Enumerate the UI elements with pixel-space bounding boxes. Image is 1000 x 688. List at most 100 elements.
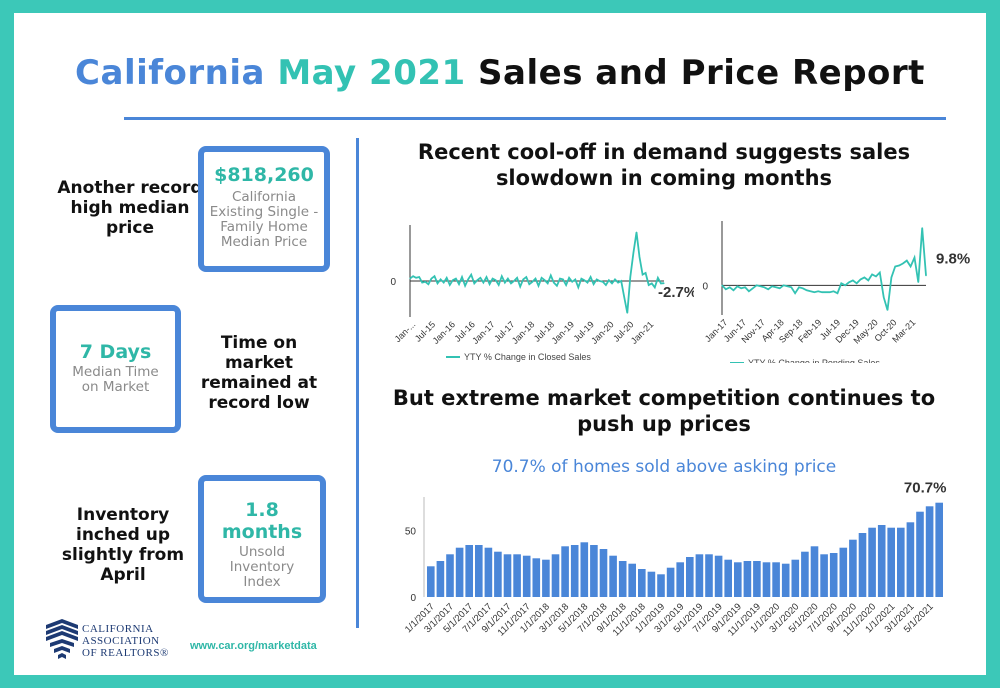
bar	[618, 561, 627, 597]
bar	[638, 569, 646, 597]
bar	[849, 539, 857, 597]
bar	[513, 554, 521, 597]
data-point	[829, 291, 831, 293]
data-point	[910, 265, 912, 268]
data-point	[559, 278, 561, 280]
data-point	[744, 286, 746, 288]
data-point	[629, 276, 631, 278]
data-point	[485, 276, 488, 278]
data-point	[860, 278, 862, 280]
data-point	[556, 285, 558, 287]
demand-heading: Recent cool-off in demand suggests sales…	[417, 140, 911, 190]
bar	[551, 554, 560, 597]
bar	[532, 558, 541, 597]
data-point	[433, 275, 436, 277]
data-point	[608, 279, 610, 281]
x-tick-label: Jan-...	[393, 319, 418, 344]
data-point	[813, 291, 815, 293]
data-point	[871, 273, 873, 275]
data-point	[470, 274, 472, 276]
data-point	[756, 284, 758, 286]
bar	[705, 554, 713, 597]
bar	[446, 554, 454, 597]
data-point	[790, 286, 792, 288]
data-point	[424, 281, 426, 283]
bar	[570, 545, 579, 597]
data-point	[522, 278, 524, 280]
data-point	[443, 282, 445, 284]
data-point	[605, 284, 607, 286]
data-point	[492, 278, 494, 280]
x-tick-label: Jan-21	[629, 319, 656, 346]
above-asking-subtitle: 70.7% of homes sold above asking price	[491, 457, 837, 477]
data-point	[513, 280, 515, 282]
bar	[858, 533, 867, 597]
report-card: California May 2021 Sales and Price Repo…	[14, 13, 986, 675]
bar	[465, 545, 473, 597]
bar	[897, 527, 905, 597]
closed-sales-chart: 0-2.7%Jan-...Jul-15Jan-16Jul-16Jan-17Jul…	[390, 225, 694, 362]
inventory-caption: Inventory inched up slightly from April	[61, 505, 185, 585]
data-point	[844, 284, 846, 286]
data-point	[806, 289, 808, 291]
data-point	[890, 276, 892, 278]
data-point	[836, 292, 839, 294]
bar	[676, 562, 684, 597]
data-point	[446, 277, 448, 279]
y-tick-label: 0	[390, 277, 396, 288]
data-point	[921, 227, 923, 229]
data-point	[763, 286, 765, 288]
bar	[494, 551, 502, 597]
bar	[810, 546, 819, 597]
x-tick-label: Jan-16	[431, 319, 458, 346]
data-point	[645, 272, 647, 274]
pending-sales-chart: 09.8%Jan-17Jun-17Nov-17Apr-18Sep-18Feb-1…	[702, 221, 970, 363]
bar	[801, 551, 809, 597]
data-point	[458, 283, 460, 285]
data-point	[802, 287, 804, 289]
median-price-value: $818,260	[214, 164, 314, 186]
bar	[657, 574, 665, 597]
data-point	[786, 285, 788, 287]
data-point	[525, 276, 527, 278]
data-point	[794, 292, 796, 294]
data-point	[599, 280, 601, 282]
data-point	[562, 278, 564, 280]
series-line	[409, 232, 665, 314]
bar	[839, 547, 848, 597]
car-logo-text: CALIFORNIA ASSOCIATION OF REALTORS®	[82, 623, 169, 659]
data-point	[452, 279, 454, 281]
bar	[628, 563, 636, 597]
footer-url-link[interactable]: www.car.org/marketdata	[190, 640, 317, 652]
median-time-value: 7 Days	[79, 341, 152, 363]
data-point	[427, 283, 429, 285]
data-point	[614, 278, 616, 280]
bar	[686, 557, 694, 597]
bar	[590, 545, 598, 597]
data-point	[654, 286, 656, 288]
data-point	[544, 279, 546, 281]
data-point	[510, 282, 512, 284]
y-tick-label: 0	[410, 593, 416, 604]
data-point	[476, 279, 478, 281]
data-point	[537, 285, 540, 287]
data-point	[925, 275, 927, 277]
data-point	[642, 274, 644, 276]
bar	[916, 511, 924, 597]
competition-heading: But extreme market competition continues…	[392, 386, 936, 436]
data-point	[461, 276, 463, 278]
bar	[436, 561, 445, 597]
inventory-subtitle: Unsold Inventory Index	[229, 544, 295, 590]
inventory-value: 1.8 months	[221, 499, 303, 543]
data-point	[817, 290, 819, 292]
data-point	[580, 278, 582, 280]
bar	[906, 522, 915, 597]
legend-label: YTY % Change in Pending Sales	[748, 358, 880, 363]
x-tick-label: Jan-17	[470, 319, 497, 346]
x-tick-label: Jan-18	[510, 319, 537, 346]
median-price-subtitle: California Existing Single -Family Home …	[209, 189, 319, 250]
bar	[647, 571, 656, 597]
data-point	[482, 282, 484, 284]
bar	[762, 562, 771, 597]
data-point	[898, 264, 900, 267]
